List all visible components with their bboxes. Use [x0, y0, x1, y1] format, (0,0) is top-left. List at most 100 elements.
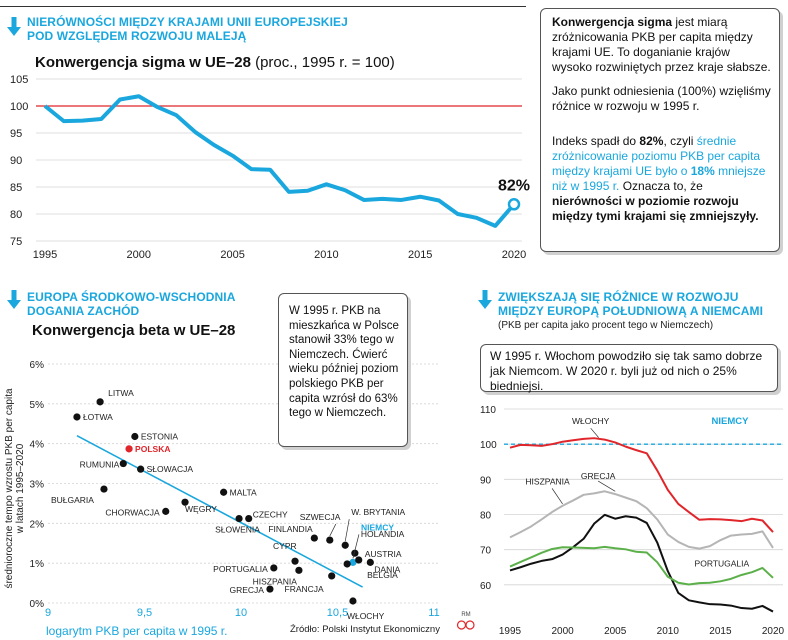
y-tick-label: 2%: [30, 519, 45, 530]
end-point-marker: [507, 198, 521, 211]
x-tick-label: 2020: [502, 249, 526, 261]
scatter-point: [181, 498, 189, 506]
x-tick-label: 2020: [762, 626, 785, 637]
point-label: HISZPANIA: [253, 576, 298, 586]
y-tick-label: 6%: [30, 360, 45, 371]
y-tick-label: 75: [10, 236, 22, 248]
point-label: PORTUGALIA: [213, 564, 268, 574]
point-label: FINLANDIA: [268, 524, 313, 534]
scatter-point: [341, 541, 349, 549]
top-title-line-2: POD WZGLĘDEM ROZWOJU MALEJĄ: [27, 29, 247, 43]
x-tick-label: 2005: [604, 626, 627, 637]
poland-info-box: W 1995 r. PKB na mieszkańca w Polsce sta…: [278, 293, 408, 447]
series-label: HISZPANIA: [525, 476, 570, 486]
x-tick-label: 10: [235, 607, 247, 619]
point-label: WĘGRY: [185, 504, 217, 514]
sigma-line: [43, 94, 516, 228]
arrow-down-icon: [7, 17, 21, 36]
left-title-line-2: DOGANIA ZACHÓD: [27, 304, 140, 318]
point-label: CZECHY: [253, 510, 288, 520]
x-axis-label: logarytm PKB per capita w 1995 r.: [46, 624, 227, 638]
x-tick-label: 2015: [408, 249, 432, 261]
point-label: FRANCJA: [285, 584, 325, 594]
scatter-point: [73, 413, 81, 421]
leader-line: [590, 427, 599, 438]
info-p2: Jako punkt odniesienia (100%) wzięliśmy …: [552, 84, 771, 113]
scatter-point: [295, 566, 303, 574]
point-label: LITWA: [108, 388, 134, 398]
point-label: WŁOCHY: [347, 611, 385, 621]
info-p1: Konwergencja sigma jest miarą zróżnicowa…: [552, 15, 772, 75]
scatter-point: [366, 558, 374, 566]
info-p3-h: nierówności w poziomie rozwoju między ty…: [552, 194, 759, 223]
right-section-title: ZWIĘKSZAJĄ SIĘ RÓŻNICE W ROZWOJU MIĘDZY …: [498, 290, 763, 318]
italy-info-box: W 1995 r. Włochom powodziło się tak samo…: [480, 344, 778, 393]
info-p1-bold: Konwergencja sigma: [552, 15, 673, 29]
south-europe-chart: 60 70 80 90 100 110 1995 2000 2005 2010 2015 2020 NI…: [480, 405, 785, 637]
point-label: MALTA: [230, 487, 257, 497]
series-label: PORTUGALIA: [695, 559, 750, 569]
y-tick-label: 80: [480, 511, 492, 522]
sigma-subtitle-bold: Konwergencja sigma w UE–28: [35, 54, 251, 71]
logo-text: RM: [461, 612, 471, 618]
y-tick-label: 80: [10, 209, 22, 221]
x-tick-label: 10,5: [327, 607, 348, 619]
point-label: AUSTRIA: [365, 549, 402, 559]
poland-info-text: W 1995 r. PKB na mieszkańca w Polsce sta…: [289, 305, 399, 420]
point-label: BELGIA: [367, 570, 398, 580]
leader-line: [344, 519, 350, 542]
scatter-point: [119, 459, 127, 468]
point-label: GRECJA: [229, 585, 264, 595]
italy-info-text: W 1995 r. Włochom powodziło się tak samo…: [490, 349, 763, 393]
arrow-down-icon: [478, 290, 492, 309]
beta-chart: 0% 1% 2% 3% 4% 5% 6% 9 9,5 10 10,5 11 logarytm PKB p…: [4, 360, 440, 638]
y-tick-label: 100: [10, 101, 28, 113]
x-tick-label: 2000: [127, 249, 151, 261]
y-axis-label: średnioroczne tempo wzrostu PKB per capi…: [4, 388, 15, 589]
scatter-point: [245, 514, 253, 523]
scatter-point: [328, 572, 336, 580]
leader-line: [352, 534, 360, 559]
point-label: NIEMCY: [361, 522, 394, 532]
sigma-chart: 75 80 85 90 95 100 105 1995 2000 2005 2010 2015 2020…: [10, 74, 530, 261]
scatter-point: [355, 556, 363, 564]
y-tick-label: 90: [10, 155, 22, 167]
y-tick-label: 95: [10, 128, 22, 140]
scatter-point: [100, 485, 108, 493]
leader-line: [551, 488, 563, 505]
scatter-point: [349, 597, 357, 605]
left-title-line-1: EUROPA ŚRODKOWO-WSCHODNIA: [27, 290, 236, 304]
point-label: CYPR: [273, 541, 297, 551]
y-tick-label: 1%: [30, 559, 45, 570]
info-p3-f: mniejsze niż w 1995 r.: [552, 164, 766, 193]
info-p3-c: , czyli: [663, 134, 697, 148]
scatter-point: [125, 445, 133, 453]
point-label: W. BRYTANIA: [351, 507, 405, 517]
leader-line: [329, 523, 337, 537]
point-label: POLSKA: [135, 444, 170, 454]
info-p1-rest: jest miarą zróżnicowania PKB per capita …: [552, 15, 771, 74]
scatter-point: [220, 488, 228, 496]
point-label: CHORWACJA: [105, 507, 160, 517]
x-tick-label: 9,5: [137, 607, 152, 619]
y-tick-label: 105: [10, 74, 28, 86]
x-tick-label: 2000: [551, 626, 574, 637]
scatter-point: [351, 549, 359, 557]
series-line-gray: [509, 490, 774, 550]
scatter-point: [131, 432, 139, 441]
series-label: GRECJA: [581, 471, 616, 481]
germany-label: NIEMCY: [712, 416, 750, 427]
y-tick-label: 85: [10, 182, 22, 194]
y-tick-label: 60: [480, 581, 492, 592]
info-p3-b: 82%: [639, 134, 664, 148]
y-tick-label: 70: [480, 546, 492, 557]
x-tick-label: 2010: [657, 626, 680, 637]
y-tick-label: 5%: [30, 400, 45, 411]
y-tick-label: 90: [480, 475, 492, 486]
sigma-info-box: Konwergencja sigma jest miarą zróżnicowa…: [540, 8, 780, 252]
left-section-title: EUROPA ŚRODKOWO-WSCHODNIA DOGANIA ZACHÓD: [27, 290, 236, 318]
point-label: RUMUNIA: [80, 460, 120, 470]
sigma-chart-subtitle: Konwergencja sigma w UE–28 (proc., 1995 …: [35, 54, 395, 71]
scatter-point: [343, 560, 351, 568]
x-tick-label: 2005: [220, 249, 244, 261]
